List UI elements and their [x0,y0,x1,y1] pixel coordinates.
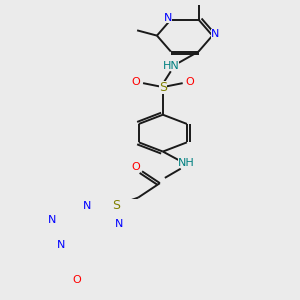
Text: O: O [132,77,140,87]
Text: HN: HN [162,61,179,71]
Text: N: N [48,215,56,225]
Text: O: O [132,162,140,172]
Text: N: N [211,28,220,39]
Text: N: N [82,201,91,211]
Text: O: O [73,275,81,285]
Text: N: N [164,13,172,23]
Text: S: S [159,81,167,94]
Text: N: N [56,240,65,250]
Text: S: S [112,199,120,212]
Text: O: O [185,77,194,87]
Text: NH: NH [178,158,195,168]
Text: N: N [115,219,123,229]
